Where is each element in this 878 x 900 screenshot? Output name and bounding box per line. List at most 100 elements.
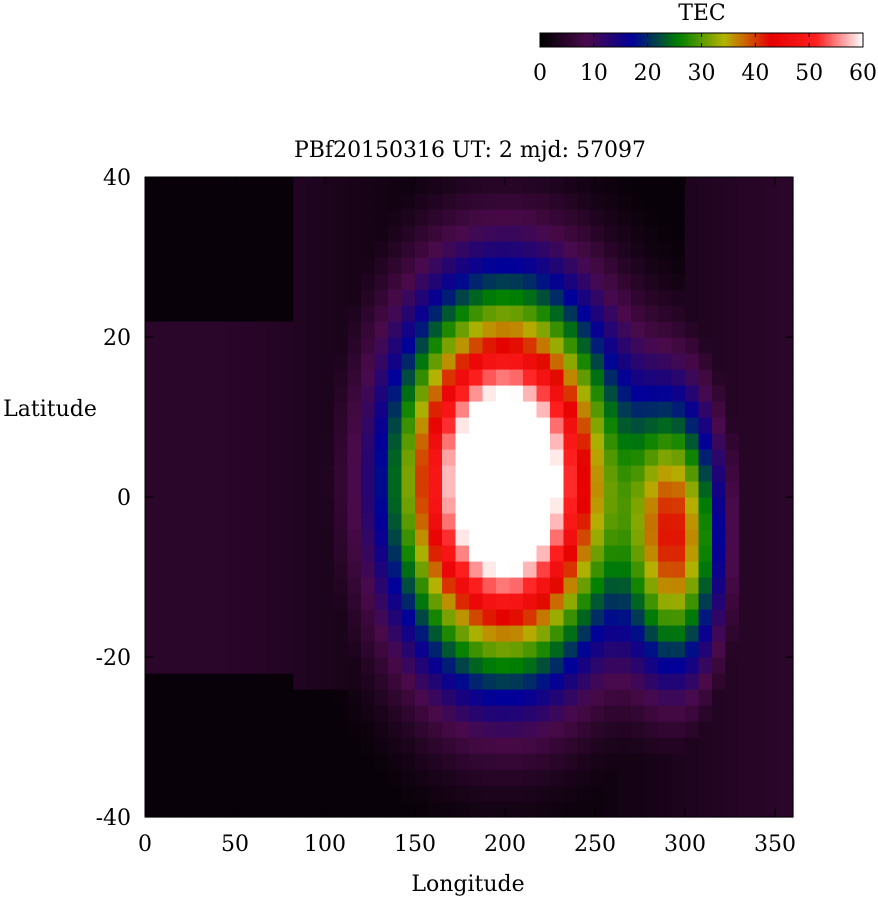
- heatmap-cell: [712, 449, 727, 466]
- heatmap-cell: [172, 785, 187, 802]
- heatmap-cell: [388, 241, 403, 258]
- heatmap-cell: [415, 609, 430, 626]
- heatmap-cell: [752, 465, 767, 482]
- heatmap-cell: [212, 177, 227, 194]
- heatmap-cell: [509, 625, 524, 642]
- heatmap-cell: [145, 433, 160, 450]
- heatmap-cell: [685, 465, 700, 482]
- heatmap-cell: [158, 673, 173, 690]
- heatmap-cell: [293, 385, 308, 402]
- heatmap-cell: [226, 177, 241, 194]
- heatmap-cell: [185, 241, 200, 258]
- heatmap-cell: [482, 177, 497, 194]
- heatmap-cell: [725, 561, 740, 578]
- heatmap-cell: [388, 625, 403, 642]
- heatmap-cell: [536, 577, 551, 594]
- colorbar: TEC 0 10 20 30 40 50 60: [533, 1, 877, 86]
- heatmap-cell: [266, 257, 281, 274]
- heatmap-cell: [361, 497, 376, 514]
- heatmap-cell: [185, 497, 200, 514]
- y-tick-label: -40: [96, 806, 131, 831]
- heatmap-cell: [563, 529, 578, 546]
- heatmap-cell: [199, 497, 214, 514]
- heatmap-cell: [698, 225, 713, 242]
- heatmap-cell: [617, 369, 632, 386]
- heatmap-cell: [158, 529, 173, 546]
- heatmap-cell: [712, 705, 727, 722]
- heatmap-cell: [685, 273, 700, 290]
- heatmap-cell: [226, 481, 241, 498]
- heatmap-cell: [212, 545, 227, 562]
- heatmap-cell: [145, 513, 160, 530]
- heatmap-cell: [563, 273, 578, 290]
- heatmap-cell: [658, 497, 673, 514]
- heatmap-cell: [496, 561, 511, 578]
- heatmap-cell: [766, 593, 781, 610]
- heatmap-cell: [496, 737, 511, 754]
- heatmap-cell: [631, 625, 646, 642]
- heatmap-cell: [172, 465, 187, 482]
- heatmap-cell: [631, 545, 646, 562]
- heatmap-cell: [671, 513, 686, 530]
- heatmap-cell: [266, 385, 281, 402]
- heatmap-cell: [428, 577, 443, 594]
- heatmap-cell: [347, 321, 362, 338]
- heatmap-cell: [334, 513, 349, 530]
- heatmap-cell: [631, 673, 646, 690]
- y-tick-label: 0: [117, 486, 131, 511]
- heatmap-cell: [469, 577, 484, 594]
- heatmap-cell: [320, 481, 335, 498]
- heatmap-cell: [766, 177, 781, 194]
- heatmap-cell: [442, 433, 457, 450]
- heatmap-cell: [725, 273, 740, 290]
- heatmap-cell: [685, 673, 700, 690]
- heatmap-cell: [455, 609, 470, 626]
- heatmap-cell: [563, 641, 578, 658]
- heatmap-cell: [280, 193, 295, 210]
- heatmap-cell: [577, 593, 592, 610]
- heatmap-cell: [455, 705, 470, 722]
- heatmap-cell: [239, 785, 254, 802]
- heatmap-cell: [239, 465, 254, 482]
- heatmap-cell: [415, 481, 430, 498]
- heatmap-cell: [523, 481, 538, 498]
- heatmap-cell: [455, 177, 470, 194]
- heatmap-cell: [455, 433, 470, 450]
- heatmap-cell: [428, 705, 443, 722]
- heatmap-cell: [199, 289, 214, 306]
- heatmap-cell: [388, 737, 403, 754]
- heatmap-cell: [725, 641, 740, 658]
- heatmap-cell: [388, 513, 403, 530]
- heatmap-cell: [239, 545, 254, 562]
- heatmap-cell: [604, 497, 619, 514]
- heatmap-cell: [725, 577, 740, 594]
- heatmap-cell: [428, 465, 443, 482]
- heatmap-cell: [550, 545, 565, 562]
- heatmap-cell: [212, 433, 227, 450]
- heatmap-cell: [482, 545, 497, 562]
- heatmap-cell: [266, 497, 281, 514]
- heatmap-cell: [293, 609, 308, 626]
- heatmap-cell: [199, 609, 214, 626]
- heatmap-cell: [347, 497, 362, 514]
- heatmap-cell: [536, 321, 551, 338]
- heatmap-cell: [644, 385, 659, 402]
- heatmap-cell: [266, 209, 281, 226]
- heatmap-cell: [604, 481, 619, 498]
- heatmap-cell: [374, 497, 389, 514]
- heatmap-cell: [685, 241, 700, 258]
- heatmap-cell: [253, 641, 268, 658]
- heatmap-cell: [671, 753, 686, 770]
- heatmap-cell: [739, 689, 754, 706]
- heatmap-cell: [428, 481, 443, 498]
- heatmap-cell: [712, 577, 727, 594]
- heatmap-cell: [469, 385, 484, 402]
- heatmap-cell: [320, 769, 335, 786]
- heatmap-cell: [455, 625, 470, 642]
- heatmap-cell: [685, 737, 700, 754]
- heatmap-cell: [523, 753, 538, 770]
- heatmap-cell: [145, 193, 160, 210]
- heatmap-cell: [752, 481, 767, 498]
- heatmap-cell: [739, 497, 754, 514]
- heatmap-cell: [523, 385, 538, 402]
